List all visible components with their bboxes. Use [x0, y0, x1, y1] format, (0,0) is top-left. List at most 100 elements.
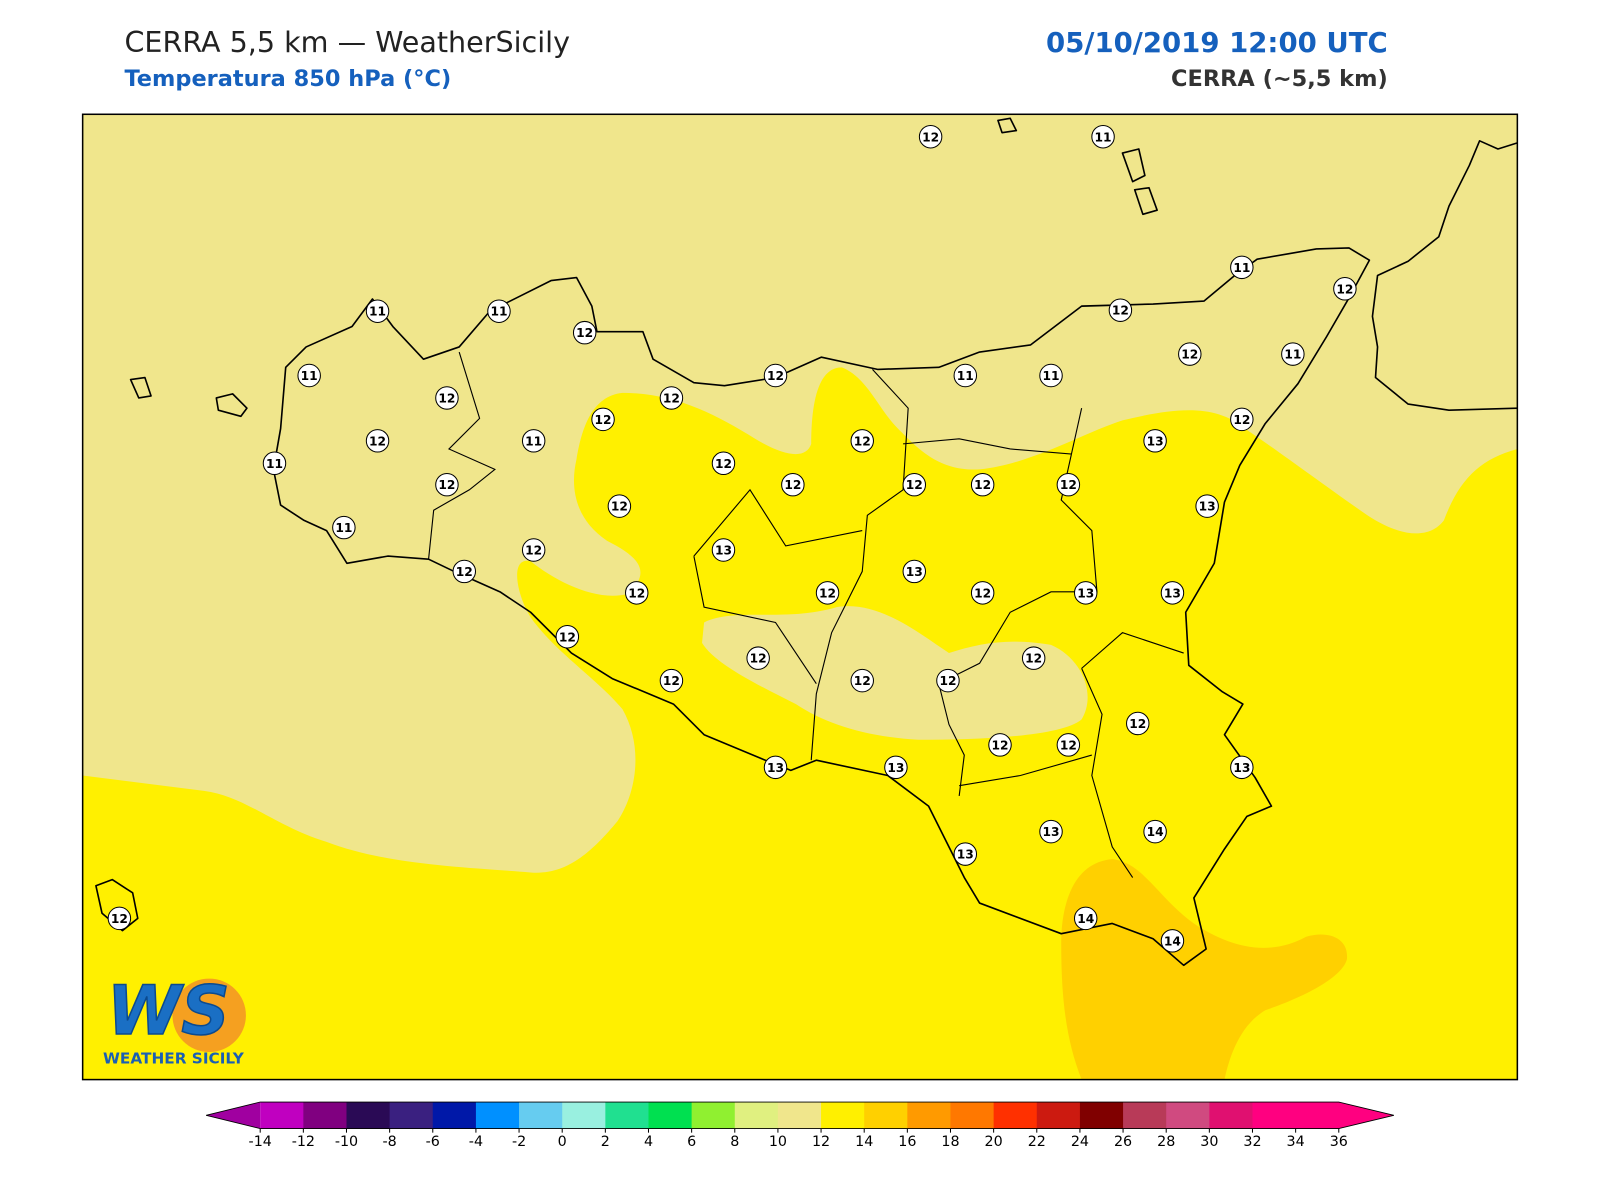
colorbar-segment — [907, 1102, 951, 1129]
station-value: 13 — [715, 544, 732, 558]
colorbar-under — [206, 1102, 261, 1129]
colorbar-segment — [519, 1102, 563, 1129]
station-value: 12 — [438, 391, 455, 405]
station-marker — [1143, 429, 1167, 453]
station-marker — [521, 429, 546, 453]
station-value: 12 — [663, 391, 680, 405]
station-value: 12 — [854, 434, 871, 448]
station-value: 11 — [1233, 261, 1250, 275]
station-marker — [555, 625, 580, 649]
sicily-coast — [272, 247, 1371, 967]
station-value: 12 — [369, 434, 386, 448]
station-value: 13 — [767, 761, 784, 775]
station-value: 13 — [1043, 825, 1060, 839]
colorbar-label: 10 — [769, 1134, 787, 1150]
station-marker — [1195, 494, 1219, 518]
station-marker — [918, 125, 943, 149]
station-value: 12 — [1060, 478, 1077, 492]
station-value: 12 — [1336, 282, 1353, 296]
station-value: 12 — [939, 674, 956, 688]
station-value: 12 — [438, 478, 455, 492]
island — [1121, 148, 1146, 183]
station-marker — [763, 755, 788, 780]
colorbar-label: -14 — [249, 1134, 272, 1150]
station-marker — [953, 363, 978, 388]
station-marker — [970, 581, 995, 605]
province-border — [903, 408, 1098, 796]
coastlines — [95, 117, 1518, 967]
logo-initials: WS — [107, 971, 230, 1050]
station-marker — [763, 363, 788, 388]
station-marker — [1230, 407, 1254, 432]
station-marker — [332, 515, 356, 540]
station-marker — [262, 451, 287, 475]
province-border — [959, 632, 1184, 878]
station-marker — [936, 668, 960, 693]
station-value: 12 — [784, 478, 801, 492]
station-value: 12 — [906, 478, 923, 492]
title: CERRA 5,5 km — WeatherSicily — [124, 25, 570, 59]
island — [129, 376, 152, 399]
colorbar-segment — [648, 1102, 693, 1129]
logo: WS WEATHER SICILY — [103, 970, 246, 1068]
colorbar-label: 34 — [1287, 1134, 1305, 1150]
station-marker — [1178, 342, 1202, 366]
island — [95, 878, 139, 932]
station-marker — [902, 559, 927, 584]
station-value: 12 — [767, 369, 784, 383]
logo-sun — [172, 978, 246, 1053]
station-marker — [1126, 711, 1150, 736]
colorbar-segment — [346, 1102, 391, 1129]
station-marker — [521, 538, 546, 562]
station-marker — [746, 646, 770, 670]
colorbar-label: 28 — [1157, 1134, 1175, 1150]
island — [1133, 186, 1158, 216]
station-marker — [659, 668, 684, 693]
station-value: 12 — [559, 630, 576, 644]
station-marker — [591, 407, 615, 432]
colorbar-label: -10 — [335, 1134, 358, 1150]
station-marker — [1073, 906, 1098, 931]
colorbar-label: 16 — [898, 1134, 916, 1150]
island — [997, 117, 1018, 134]
station-marker — [1281, 342, 1305, 366]
colorbar-segment — [821, 1102, 865, 1129]
colorbar-segment — [389, 1102, 434, 1129]
colorbar-segment — [475, 1102, 520, 1129]
station-value: 12 — [1129, 717, 1146, 731]
station-marker — [988, 733, 1012, 757]
colorbar-label: 6 — [687, 1134, 696, 1150]
station-marker — [1039, 363, 1063, 388]
station-marker — [1160, 929, 1185, 953]
map-frame — [81, 113, 1519, 1081]
colorbar-segment — [950, 1102, 995, 1129]
temperature-field — [82, 114, 1518, 1080]
station-value: 14 — [1164, 934, 1181, 948]
station-marker — [1073, 581, 1098, 605]
station-marker — [1056, 472, 1081, 497]
colorbar-label: 24 — [1071, 1134, 1089, 1150]
colorbar-segment — [432, 1102, 477, 1129]
station-marker — [711, 451, 736, 475]
station-value: 12 — [819, 586, 836, 600]
colorbar-segment — [691, 1102, 736, 1129]
colorbar-segment — [1209, 1102, 1254, 1129]
colorbar-segment — [1036, 1102, 1081, 1129]
station-marker — [435, 472, 459, 497]
station-value: 12 — [1233, 413, 1250, 427]
station-value: 11 — [335, 521, 352, 535]
station-marker — [953, 842, 978, 866]
station-value: 12 — [854, 674, 871, 688]
station-value: 12 — [595, 413, 612, 427]
station-value: 13 — [906, 565, 923, 579]
station-marker — [1039, 819, 1063, 844]
station-value: 13 — [957, 848, 974, 862]
station-value: 11 — [957, 369, 974, 383]
station-value: 14 — [1147, 825, 1164, 839]
station-marker — [1108, 298, 1133, 322]
station-marker — [297, 363, 321, 388]
station-marker — [1230, 755, 1254, 780]
station-value: 11 — [266, 457, 283, 471]
station-marker — [1021, 646, 1046, 670]
station-value: 13 — [1199, 500, 1216, 514]
